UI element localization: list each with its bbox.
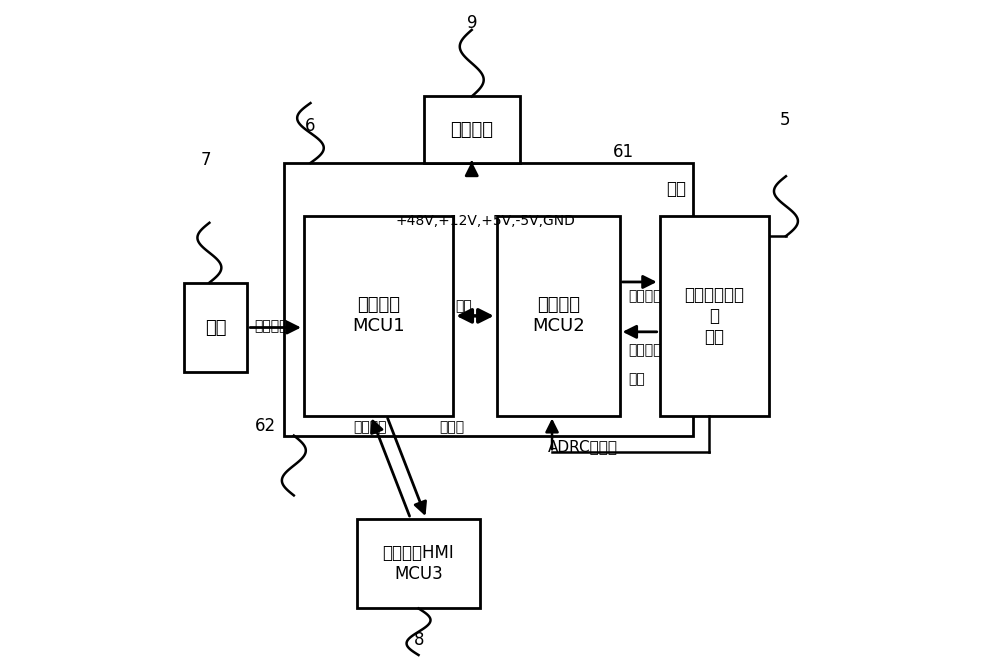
FancyBboxPatch shape	[184, 283, 247, 372]
Text: 电阵网络: 电阵网络	[628, 343, 662, 358]
Text: ADRC控制器: ADRC控制器	[548, 440, 618, 454]
Text: 超声波换能器
和
刀具: 超声波换能器 和 刀具	[684, 286, 744, 346]
Text: 主板: 主板	[666, 180, 686, 198]
Text: 电源线: 电源线	[439, 420, 464, 434]
Text: 6: 6	[305, 117, 316, 136]
FancyBboxPatch shape	[497, 216, 620, 416]
Text: 9: 9	[467, 14, 477, 33]
Text: 开关电源: 开关电源	[450, 120, 493, 139]
Text: 隔离模块
MCU2: 隔离模块 MCU2	[532, 297, 585, 335]
Text: 反馈: 反馈	[628, 372, 645, 386]
Text: 功率输出: 功率输出	[628, 289, 662, 303]
Text: +48V,+12V,+5V,-5V,GND: +48V,+12V,+5V,-5V,GND	[395, 213, 575, 228]
FancyBboxPatch shape	[304, 216, 453, 416]
Text: 通计总线: 通计总线	[353, 420, 387, 434]
FancyBboxPatch shape	[424, 96, 520, 163]
Text: 61: 61	[612, 142, 634, 161]
Text: 控制模块
MCU1: 控制模块 MCU1	[352, 297, 405, 335]
FancyBboxPatch shape	[660, 216, 769, 416]
Text: 光耦: 光耦	[455, 299, 472, 313]
Text: 脚踏: 脚踏	[205, 319, 226, 336]
Text: 7: 7	[201, 150, 211, 169]
Text: 8: 8	[414, 630, 424, 649]
Text: 交互模块HMI
MCU3: 交互模块HMI MCU3	[383, 544, 454, 583]
FancyBboxPatch shape	[284, 163, 693, 436]
Text: 5: 5	[779, 110, 790, 129]
FancyBboxPatch shape	[357, 519, 480, 608]
Text: 62: 62	[255, 416, 276, 435]
Text: 开关输入: 开关输入	[254, 319, 287, 333]
